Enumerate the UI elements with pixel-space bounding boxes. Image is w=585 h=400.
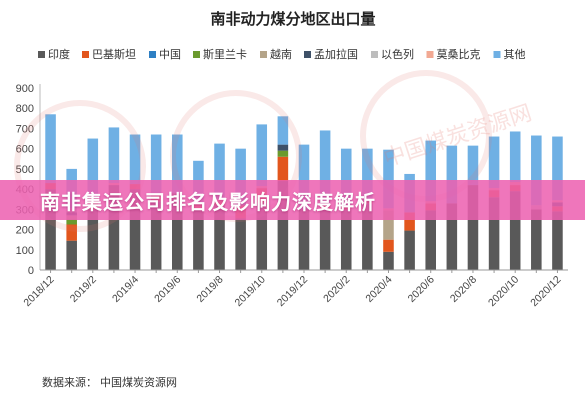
bar-segment-8 [488,136,500,189]
legend-label-2: 中国 [159,48,181,61]
x-tick-label: 2020/12 [528,274,563,309]
bar-segment-0 [172,193,183,270]
bar-segment-0 [256,203,268,270]
source-note: 数据来源： 中国煤炭资源网 [42,375,177,389]
bar-segment-0 [340,209,352,270]
chart-title: 南非动力煤分地区出口量 [210,10,375,28]
legend-label-3: 斯里兰卡 [203,48,247,61]
bar-segment-8 [531,135,542,206]
bar-segment-0 [467,185,479,270]
bar-segment-0 [66,240,77,270]
legend-swatch-5 [304,51,311,58]
bar-segment-8 [150,134,162,196]
x-tick-label: 2020/4 [363,274,394,305]
bar-segment-0 [488,197,500,270]
bar-segment-0 [362,203,373,270]
legend-swatch-4 [260,51,267,58]
legend-swatch-1 [82,51,89,58]
bar-segment-0 [319,209,331,270]
x-axis: 2018/12 2019/2 2019/4 2019/6 2019/8 2019/10 20… [21,269,568,309]
legend-label-8: 其他 [504,48,526,61]
bar-segment-8 [509,131,521,183]
bar-segment-1 [383,239,394,252]
legend-swatch-7 [426,51,434,58]
legend-swatch-3 [193,51,200,58]
y-tick-label: 900 [16,83,34,95]
bar-segment-0 [552,211,563,270]
bar-segment-8 [362,148,373,202]
x-tick-label: 2020/6 [406,274,437,305]
bar-segment-0 [193,209,204,270]
banner-headline: 南非集运公司排名及影响力深度解析 [40,192,376,214]
bar-segment-8 [552,136,563,201]
bar-segment-0 [129,189,141,270]
chart-title-group: 南非动力煤分地区出口量 [210,10,375,28]
legend-label-4: 越南 [270,47,292,61]
bar-segment-0 [383,251,394,270]
legend-swatch-0 [38,51,45,58]
bar-segment-0 [108,185,120,270]
bar-stack-2019/12 [298,144,310,270]
bar-segment-1 [404,212,415,231]
legend-swatch-8 [493,51,501,58]
legend: 印度 巴基斯坦 中国 斯里兰卡 越南 孟加拉国 以色列 莫桑比克 其他 [38,47,526,61]
bar-segment-0 [87,209,99,270]
x-tick-label: 2019/12 [275,274,310,309]
bar-segment-0 [509,191,521,270]
x-tick-label: 2020/2 [321,274,352,305]
x-tick-label: 2019/2 [68,274,99,305]
x-tick-label: 2019/10 [233,274,268,309]
bar-segment-4 [383,210,394,240]
bar-segment-8 [340,148,352,206]
bar-segment-0 [214,205,225,270]
legend-label-6: 以色列 [381,47,414,61]
x-tick-label: 2019/8 [194,274,225,305]
bar-segment-0 [298,209,310,270]
x-tick-label: 2019/6 [152,274,183,305]
bar-segment-0 [425,210,436,270]
legend-swatch-6 [371,51,378,58]
y-tick-label: 100 [16,245,34,257]
x-tick-label: 2018/12 [21,274,56,309]
bar-segment-1 [66,224,77,241]
y-tick-label: 0 [28,265,34,277]
x-tick-label: 2020/8 [448,274,479,305]
title-banner [0,180,585,220]
bar-segment-0 [235,218,246,270]
legend-label-7: 莫桑比克 [437,48,481,61]
bar-segment-0 [150,201,162,270]
legend-label-5: 孟加拉国 [314,47,358,61]
legend-swatch-2 [149,51,156,58]
watermark-seal-left [14,100,146,232]
x-tick-label: 2020/10 [486,274,521,309]
y-tick-label: 800 [16,103,34,115]
bar-segment-0 [45,189,56,270]
bar-segment-0 [531,209,542,270]
bar-segment-8 [319,130,331,204]
y-tick-label: 200 [16,225,34,237]
x-tick-label: 2019/4 [110,274,141,305]
bar-segment-0 [404,230,415,270]
bar-segment-0 [446,203,458,270]
bar-segment-0 [277,181,289,270]
legend-label-1: 巴基斯坦 [92,47,136,61]
bar-segment-8 [298,144,310,210]
legend-label-0: 印度 [48,47,70,61]
